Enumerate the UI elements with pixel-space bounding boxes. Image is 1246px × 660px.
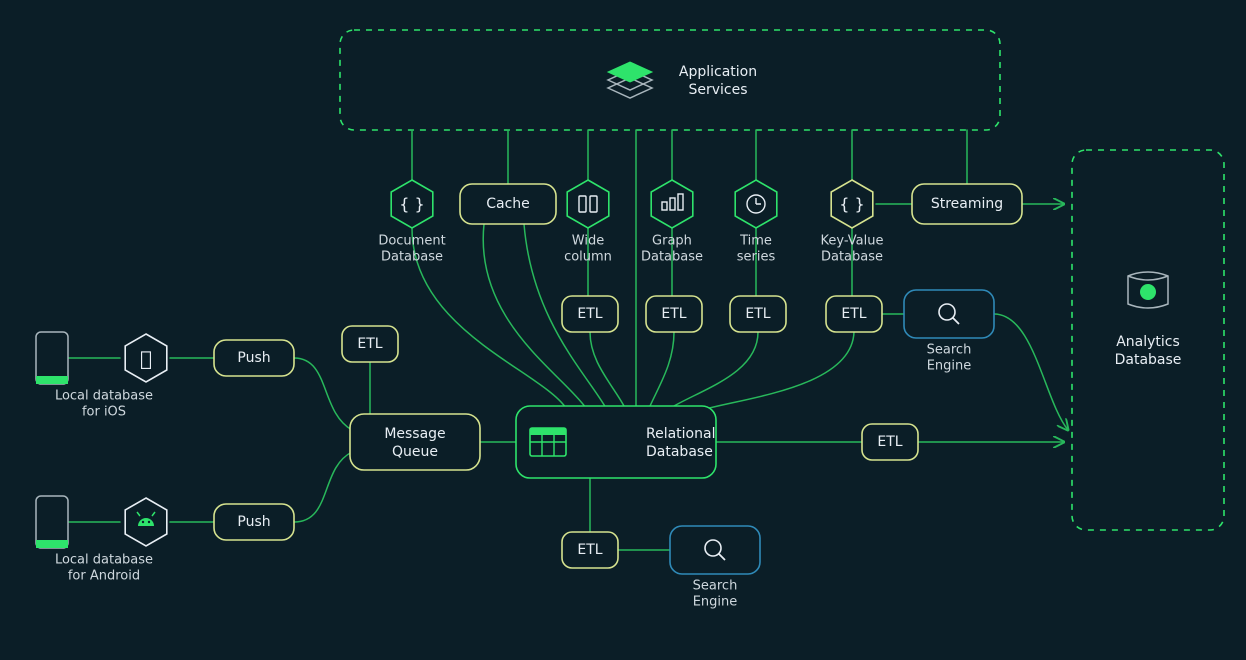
edge — [674, 332, 758, 406]
svg-text:column: column — [564, 250, 612, 265]
svg-text:series: series — [737, 250, 776, 265]
kv_db-label: Key-Value — [821, 234, 884, 249]
svg-text:Database: Database — [646, 444, 713, 460]
svg-text:Database: Database — [641, 250, 703, 265]
time_series — [735, 180, 777, 228]
braces-icon: { } — [839, 195, 864, 214]
svg-text:Queue: Queue — [392, 444, 438, 460]
braces-icon: { } — [399, 195, 424, 214]
search_btm — [670, 526, 760, 574]
architecture-diagram: Application Services Analytics Database { } D… — [0, 0, 1246, 660]
svg-text:Database: Database — [821, 250, 883, 265]
search_top — [904, 290, 994, 338]
search_btm-caption: Search — [693, 579, 738, 594]
svg-text:for iOS: for iOS — [82, 405, 126, 420]
etl_kv-label: ETL — [841, 306, 866, 322]
doc_db-label: Document — [378, 234, 445, 249]
edge — [294, 452, 352, 522]
apple-icon:  — [140, 347, 152, 371]
svg-text:Engine: Engine — [693, 595, 738, 610]
etl_left-label: ETL — [357, 336, 382, 352]
svg-text:Database: Database — [1115, 352, 1182, 368]
edge — [590, 332, 624, 406]
phone_android-label: Local database — [55, 553, 153, 568]
push_ios-label: Push — [237, 350, 270, 366]
svg-text:for Android: for Android — [68, 569, 140, 584]
wide_col-label: Wide — [572, 234, 604, 249]
etl_bottom-label: ETL — [577, 542, 602, 558]
edge — [994, 314, 1068, 430]
msg_queue — [350, 414, 480, 470]
cache-label: Cache — [486, 196, 530, 212]
graph_db — [651, 180, 693, 228]
etl_right-label: ETL — [877, 434, 902, 450]
edge — [294, 358, 352, 430]
wide_col — [567, 180, 609, 228]
doc_db: { } — [391, 180, 433, 228]
svg-text:Engine: Engine — [927, 359, 972, 374]
ios_hex:  — [125, 334, 167, 382]
kv_db: { } — [831, 180, 873, 228]
application-services-box — [340, 30, 1000, 130]
phone_android — [36, 496, 68, 548]
android_hex — [125, 498, 167, 546]
edge — [702, 332, 854, 410]
etl_time-label: ETL — [745, 306, 770, 322]
rel_db_box-label: Relational — [646, 426, 715, 442]
analytics-database-icon — [1128, 272, 1168, 308]
etl_graph-label: ETL — [661, 306, 686, 322]
analytics-database-label: Analytics — [1116, 334, 1180, 350]
etl_wide-label: ETL — [577, 306, 602, 322]
streaming-label: Streaming — [931, 196, 1003, 212]
phone_ios-label: Local database — [55, 389, 153, 404]
search_top-caption: Search — [927, 343, 972, 358]
svg-text:Database: Database — [381, 250, 443, 265]
rel_db_box — [516, 406, 716, 478]
time_series-label: Time — [739, 234, 772, 249]
push_android-label: Push — [237, 514, 270, 530]
edge — [650, 332, 674, 406]
application-services-label: Application — [679, 64, 757, 80]
phone_ios — [36, 332, 68, 384]
msg_queue-label: Message — [384, 426, 445, 442]
graph_db-label: Graph — [652, 234, 692, 249]
svg-text:Services: Services — [688, 82, 747, 98]
layers-icon — [608, 62, 652, 98]
